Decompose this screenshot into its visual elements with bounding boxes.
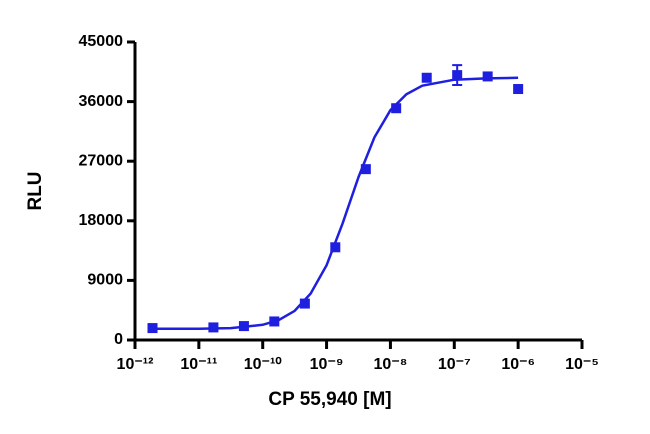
data-point — [421, 72, 432, 83]
y-tick-label: 9000 — [87, 272, 123, 289]
y-tick-label: 45000 — [79, 33, 124, 50]
data-point — [330, 242, 341, 253]
data-point — [360, 164, 371, 175]
y-tick-label: 18000 — [79, 212, 124, 229]
x-tick-label: 10⁻⁸ — [374, 356, 408, 373]
data-point — [482, 71, 493, 82]
data-point — [299, 298, 310, 309]
data-point — [452, 70, 463, 81]
x-tick-label: 10⁻⁹ — [310, 356, 344, 373]
y-tick-label: 27000 — [79, 152, 124, 169]
y-tick-label: 0 — [114, 331, 123, 348]
data-point — [208, 322, 219, 333]
x-tick-label: 10⁻¹¹ — [180, 356, 217, 373]
x-tick-label: 10⁻⁶ — [501, 356, 535, 373]
data-point — [391, 103, 402, 114]
x-tick-label: 10⁻⁷ — [438, 356, 471, 373]
y-axis-label: RLU — [25, 171, 46, 210]
x-tick-label: 10⁻⁵ — [565, 356, 599, 373]
fit-curve — [151, 76, 519, 330]
x-tick-label: 10⁻¹⁰ — [244, 356, 283, 373]
x-axis-label: CP 55,940 [M] — [268, 389, 391, 410]
data-point — [147, 323, 158, 334]
data-point — [269, 316, 280, 327]
y-tick-label: 36000 — [79, 93, 124, 110]
x-tick-label: 10⁻¹² — [117, 356, 154, 373]
data-point — [513, 84, 524, 95]
data-point — [238, 321, 249, 332]
